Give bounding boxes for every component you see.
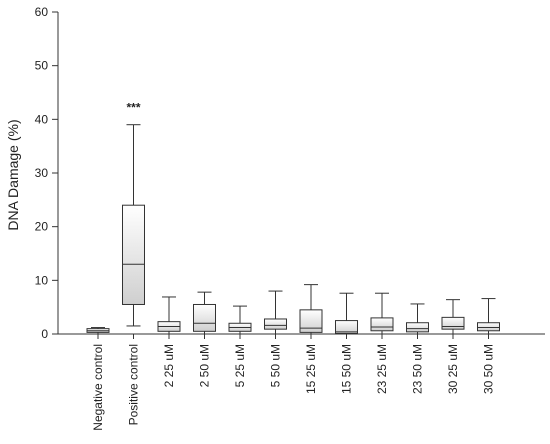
box-iqr: [299, 309, 323, 333]
box-iqr: [406, 322, 429, 333]
y-tick-label: 20: [35, 220, 49, 234]
box-iqr: [264, 318, 287, 330]
y-tick-label: 40: [35, 112, 49, 126]
box-7: [299, 284, 323, 339]
category-label: Positive control: [127, 344, 141, 425]
significance-annotation: ***: [126, 100, 140, 114]
category-label: 30 25 uM: [446, 344, 460, 394]
box-3: [157, 296, 181, 339]
box-6: [264, 290, 287, 339]
box-2: [122, 124, 145, 339]
category-label: 2 25 uM: [162, 344, 176, 387]
box-iqr: [477, 322, 500, 332]
box-iqr: [370, 317, 394, 332]
box-iqr: [122, 204, 145, 305]
category-label: 30 50 uM: [482, 344, 496, 394]
y-tick-label: 0: [41, 327, 48, 341]
category-label: 23 50 uM: [411, 344, 425, 394]
y-tick-label: 30: [35, 166, 49, 180]
y-tick-label: 10: [35, 273, 49, 287]
box-5: [228, 305, 252, 339]
box-10: [406, 303, 429, 339]
box-iqr: [193, 303, 216, 332]
category-label: 5 50 uM: [269, 344, 283, 387]
category-label: 15 25 uM: [304, 344, 318, 394]
box-9: [370, 292, 394, 339]
box-iqr: [335, 320, 358, 334]
category-label: 23 25 uM: [375, 344, 389, 394]
box-8: [335, 292, 358, 339]
box-1: [86, 327, 110, 339]
box-11: [441, 299, 465, 339]
category-label: 2 50 uM: [198, 344, 212, 387]
category-label: 5 25 uM: [233, 344, 247, 387]
box-12: [477, 298, 500, 339]
category-label: 15 50 uM: [340, 344, 354, 394]
box-iqr: [441, 316, 465, 330]
box-4: [193, 291, 216, 339]
y-tick-label: 60: [35, 5, 49, 19]
y-tick-label: 50: [35, 59, 49, 73]
y-axis-title: DNA Damage (%): [5, 119, 21, 230]
category-label: Negative control: [91, 344, 105, 431]
